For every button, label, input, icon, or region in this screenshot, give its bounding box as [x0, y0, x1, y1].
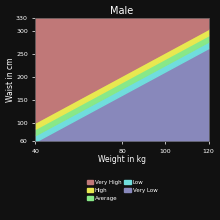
Y-axis label: Waist in cm: Waist in cm — [6, 57, 15, 102]
Legend: Very High, High, Average, Low, Very Low: Very High, High, Average, Low, Very Low — [86, 179, 159, 202]
X-axis label: Weight in kg: Weight in kg — [98, 156, 146, 165]
Title: Male: Male — [110, 6, 134, 16]
